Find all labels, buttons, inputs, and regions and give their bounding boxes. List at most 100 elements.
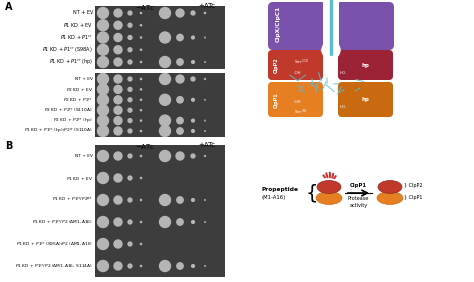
Circle shape [114,9,122,17]
Circle shape [191,130,194,133]
Ellipse shape [316,191,342,204]
Text: $\it{P2}$ KD + $\it{P2}^{cr}$ (hp): $\it{P2}$ KD + $\it{P2}^{cr}$ (hp) [53,116,93,125]
Circle shape [128,60,132,64]
Circle shape [128,48,132,52]
Circle shape [114,116,122,125]
Circle shape [98,125,109,136]
Text: (M1-A16): (M1-A16) [262,195,286,199]
Bar [323,0,339,50]
Circle shape [191,98,194,101]
Circle shape [177,117,183,124]
Text: } ClpP2: } ClpP2 [404,184,422,188]
Text: A: A [5,2,12,12]
Circle shape [98,56,109,67]
Circle shape [114,218,122,226]
Circle shape [191,11,195,15]
Circle shape [140,177,142,179]
Circle shape [140,61,142,63]
Circle shape [114,152,122,160]
Circle shape [191,119,194,122]
Circle shape [140,265,142,266]
Circle shape [114,21,122,29]
Circle shape [98,261,109,272]
Circle shape [98,239,109,250]
FancyBboxPatch shape [268,50,323,80]
Text: NT + EV: NT + EV [75,154,93,158]
Text: NT + EV: NT + EV [75,77,93,81]
Circle shape [177,263,183,269]
Bar [95,145,225,277]
Text: $\it{P1}$ KD + EV: $\it{P1}$ KD + EV [63,21,93,29]
Circle shape [128,264,132,268]
Circle shape [191,61,194,63]
Circle shape [98,115,109,126]
Circle shape [140,155,142,157]
Circle shape [128,87,132,91]
Circle shape [128,129,132,133]
Text: $\it{P2}$ KD + EV: $\it{P2}$ KD + EV [66,86,93,93]
Text: ClpX/ClpC1: ClpX/ClpC1 [275,6,281,42]
Text: $\it{P2}$ KD + $\it{P2}^{cr}$: $\it{P2}$ KD + $\it{P2}^{cr}$ [63,96,93,104]
Circle shape [128,98,132,102]
Text: HO-: HO- [339,105,347,109]
FancyBboxPatch shape [268,82,323,117]
Circle shape [191,36,194,39]
Text: $\it{P1}$ KD + EV: $\it{P1}$ KD + EV [66,175,93,182]
Circle shape [176,152,184,160]
Circle shape [191,77,195,81]
Bar [95,6,225,69]
Circle shape [128,198,132,202]
Circle shape [159,74,171,85]
Text: -OH: -OH [294,71,302,75]
FancyBboxPatch shape [338,82,393,117]
Text: $\it{P1}$ KD + $\it{P1}^{cr}$ (S95A)/$\it{P2}$ ($\Delta$M1-A16): $\it{P1}$ KD + $\it{P1}^{cr}$ (S95A)/$\i… [16,240,93,248]
Circle shape [140,37,142,38]
Circle shape [140,120,142,121]
Circle shape [177,128,183,134]
Text: activity: activity [349,204,367,208]
Circle shape [159,151,171,162]
Circle shape [114,75,122,83]
Circle shape [98,195,109,206]
Circle shape [140,25,142,26]
Circle shape [140,12,142,14]
Circle shape [128,108,132,112]
Text: $\it{P1}$ KD + $\it{P1}^{cr}$ (S98A): $\it{P1}$ KD + $\it{P1}^{cr}$ (S98A) [42,45,93,55]
Text: $-$ATc: $-$ATc [135,3,155,12]
Ellipse shape [378,180,402,193]
Text: $\it{P1}$ KD + $\it{P1}^{cr}$ (hp): $\it{P1}$ KD + $\it{P1}^{cr}$ (hp) [49,57,93,67]
Circle shape [114,58,122,66]
Circle shape [140,221,142,222]
Circle shape [128,242,132,246]
Circle shape [98,173,109,184]
Text: Protease: Protease [348,197,369,202]
Text: Ser$^{98}$: Ser$^{98}$ [294,107,308,117]
Text: $\it{P1}$ KD + $\it{P1}^{cr}$ (hp)/$\it{P2}^{cr}$ (S110A): $\it{P1}$ KD + $\it{P1}^{cr}$ (hp)/$\it{… [24,127,93,135]
Text: $\it{P2}$ KD + $\it{P2}^{cr}$ (S110A): $\it{P2}$ KD + $\it{P2}^{cr}$ (S110A) [45,106,93,114]
Circle shape [177,219,183,225]
Text: hp: hp [361,98,369,102]
Circle shape [128,119,132,123]
Circle shape [114,262,122,270]
Circle shape [159,195,171,206]
Circle shape [98,20,109,31]
Text: Ser$^{110}$: Ser$^{110}$ [293,57,309,67]
Circle shape [128,23,132,27]
FancyBboxPatch shape [338,50,393,80]
Text: {: { [306,184,319,202]
Text: Propeptide: Propeptide [262,186,299,191]
Text: +ATc: +ATc [199,142,216,148]
Text: $-$ATc: $-$ATc [135,142,155,151]
Circle shape [114,106,122,114]
Circle shape [322,41,340,59]
Circle shape [128,220,132,224]
Text: ClpP2: ClpP2 [274,57,279,73]
Circle shape [140,89,142,90]
Circle shape [191,154,195,158]
Ellipse shape [317,180,341,193]
Text: -OH: -OH [294,100,302,104]
Circle shape [140,243,142,244]
Circle shape [159,56,171,67]
Circle shape [140,99,142,100]
Circle shape [128,36,132,39]
